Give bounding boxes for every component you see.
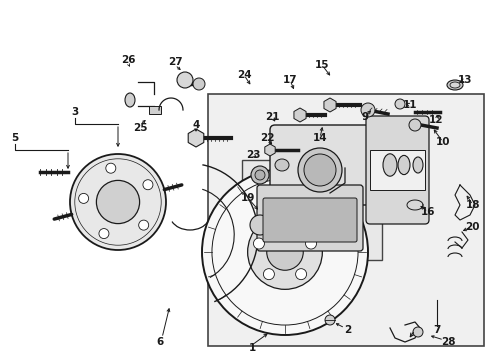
Text: 13: 13 (457, 75, 471, 85)
Text: 1: 1 (248, 343, 255, 353)
Text: 4: 4 (192, 120, 199, 130)
Circle shape (249, 215, 269, 235)
Text: 9: 9 (361, 112, 368, 122)
FancyBboxPatch shape (263, 198, 356, 242)
Ellipse shape (274, 159, 288, 171)
Ellipse shape (125, 93, 135, 107)
Ellipse shape (446, 80, 462, 90)
Circle shape (250, 166, 268, 184)
Text: 6: 6 (156, 337, 163, 347)
Text: 23: 23 (245, 150, 260, 160)
Circle shape (96, 180, 139, 224)
Circle shape (247, 215, 322, 289)
Text: 11: 11 (402, 100, 416, 110)
FancyBboxPatch shape (269, 125, 369, 205)
Bar (149, 106, 161, 114)
Text: 16: 16 (420, 207, 434, 217)
Circle shape (264, 210, 279, 224)
Text: 7: 7 (432, 325, 440, 335)
Circle shape (263, 269, 274, 280)
Circle shape (142, 180, 153, 190)
Circle shape (360, 103, 374, 117)
Text: 14: 14 (312, 133, 326, 143)
Circle shape (305, 238, 316, 249)
Text: 28: 28 (440, 337, 454, 347)
Ellipse shape (449, 82, 459, 88)
Circle shape (202, 169, 367, 335)
Circle shape (99, 229, 109, 239)
Text: 2: 2 (344, 325, 351, 335)
Text: 15: 15 (314, 60, 328, 70)
Circle shape (139, 220, 148, 230)
Text: 24: 24 (236, 70, 251, 80)
Text: 17: 17 (282, 75, 297, 85)
Bar (242, 160, 381, 260)
Text: 21: 21 (264, 112, 279, 122)
Text: 26: 26 (121, 55, 135, 65)
Circle shape (325, 315, 334, 325)
Ellipse shape (397, 156, 409, 175)
Text: 3: 3 (71, 107, 79, 117)
Circle shape (254, 170, 264, 180)
Text: 22: 22 (259, 133, 274, 143)
Text: 27: 27 (167, 57, 182, 67)
Circle shape (105, 163, 116, 173)
Circle shape (79, 193, 88, 203)
Circle shape (412, 327, 422, 337)
Ellipse shape (412, 157, 422, 173)
Bar (207, 94, 483, 346)
Circle shape (279, 219, 290, 230)
Bar (369, 150, 424, 190)
Circle shape (295, 269, 306, 280)
Circle shape (408, 119, 420, 131)
Circle shape (266, 234, 303, 270)
Text: 19: 19 (240, 193, 255, 203)
Text: 25: 25 (132, 123, 147, 133)
Text: 20: 20 (464, 222, 478, 232)
Text: 12: 12 (428, 115, 442, 125)
Circle shape (193, 78, 204, 90)
Ellipse shape (382, 154, 396, 176)
FancyBboxPatch shape (365, 116, 428, 224)
Circle shape (297, 148, 341, 192)
Text: 10: 10 (435, 137, 449, 147)
Circle shape (177, 72, 193, 88)
Circle shape (304, 154, 335, 186)
Text: 5: 5 (11, 133, 19, 143)
Circle shape (253, 238, 264, 249)
Circle shape (70, 154, 165, 250)
FancyBboxPatch shape (257, 185, 362, 251)
Text: 18: 18 (465, 200, 479, 210)
Circle shape (394, 99, 404, 109)
